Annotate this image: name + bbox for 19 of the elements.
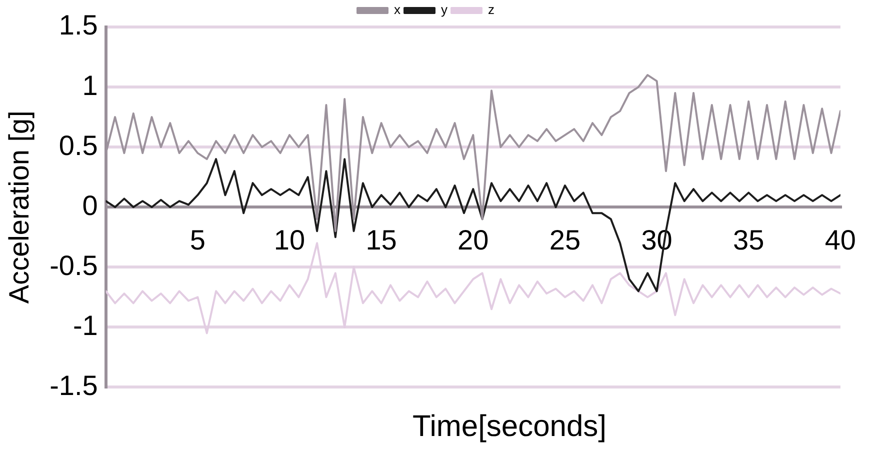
x-tick-label: 35 — [733, 224, 764, 256]
x-tick-label: 25 — [549, 224, 581, 256]
x-tick-label: 15 — [366, 224, 397, 256]
legend-label: z — [488, 2, 494, 18]
y-tick-label: -1 — [72, 310, 98, 341]
y-axis-title: Acceleration [g] — [4, 110, 35, 304]
x-tick-label: 10 — [274, 224, 306, 256]
x-tick-label: 20 — [458, 224, 489, 256]
y-tick-label: 1.5 — [58, 10, 98, 41]
y-tick-label: -1.5 — [50, 370, 98, 401]
x-tick-label: 5 — [190, 224, 206, 256]
x-tick-label: 40 — [824, 224, 856, 256]
y-tick-label: -0.5 — [50, 250, 98, 281]
x-axis-title: Time[seconds] — [412, 410, 608, 444]
y-tick-label: 1 — [82, 70, 98, 101]
y-tick-label: 0 — [82, 190, 98, 221]
legend-label: y — [441, 2, 448, 18]
legend-label: x — [394, 2, 401, 18]
y-tick-label: 0.5 — [58, 130, 98, 161]
